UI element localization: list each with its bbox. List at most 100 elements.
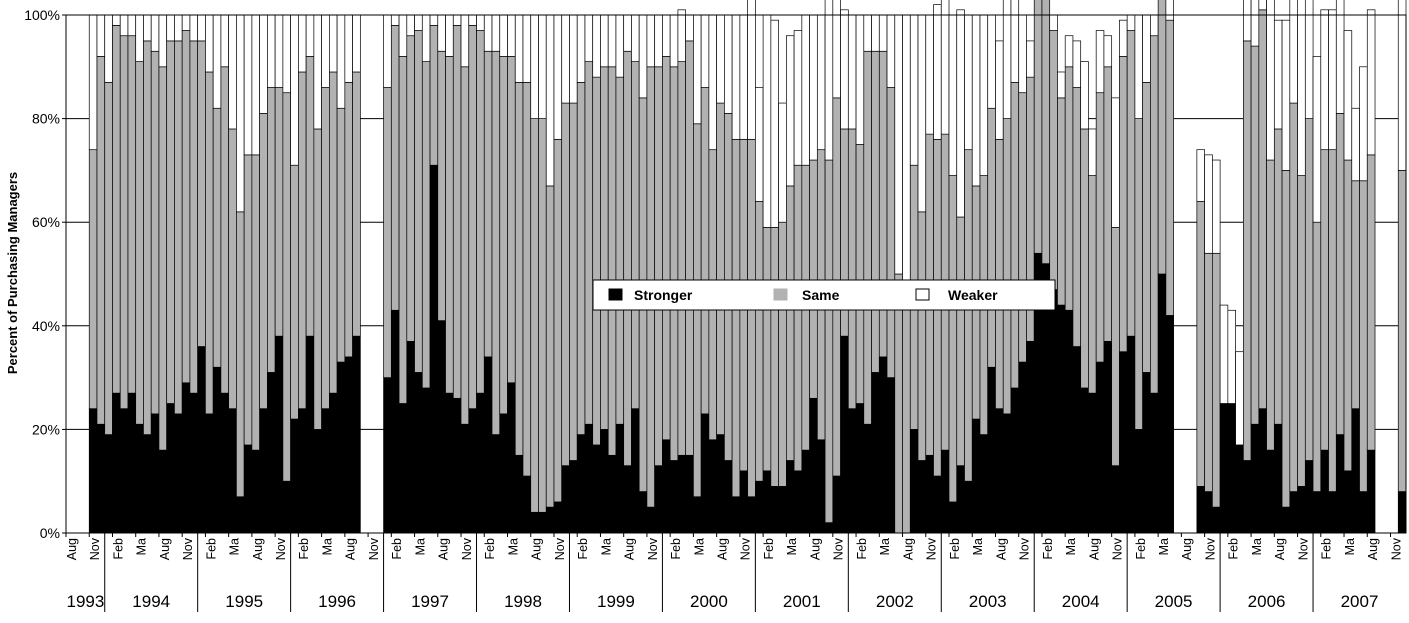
month-tick-label: Aug xyxy=(530,538,544,560)
bar-segment-weaker xyxy=(499,14,508,57)
bar-segment-weaker xyxy=(964,14,973,151)
bar-segment-weaker xyxy=(514,14,524,83)
bar-segment-same xyxy=(948,175,958,503)
bar-segment-stronger xyxy=(987,366,996,534)
bar-segment-weaker xyxy=(1126,14,1136,31)
bar-segment-stronger xyxy=(468,408,477,534)
bar-segment-weaker xyxy=(476,14,485,31)
bar-segment-weaker xyxy=(1165,0,1174,21)
month-tick-label: Nov xyxy=(925,537,939,560)
bar-segment-same xyxy=(700,87,710,415)
bar-segment-stronger xyxy=(483,356,493,534)
bar-segment-stronger xyxy=(437,320,446,534)
bar-segment-same xyxy=(770,227,779,487)
bar-segment-stronger xyxy=(336,361,346,534)
bar-segment-same xyxy=(112,25,121,394)
month-tick-label: Feb xyxy=(390,538,404,560)
bar-segment-stronger xyxy=(1351,408,1360,534)
month-tick-label: Feb xyxy=(669,538,683,560)
bar-segment-weaker xyxy=(104,14,113,83)
month-tick-label: Ma xyxy=(1343,538,1357,555)
bar-segment-stronger xyxy=(96,423,106,534)
bar-segment-same xyxy=(398,56,408,404)
bar-segment-same xyxy=(1266,159,1275,451)
bar-segment-stronger xyxy=(576,434,586,534)
bar-segment-weaker xyxy=(1227,309,1236,404)
month-tick-label: Aug xyxy=(1273,538,1287,560)
bar-segment-stronger xyxy=(476,392,485,534)
bar-segment-stronger xyxy=(1157,273,1167,534)
bar-segment-same xyxy=(452,25,462,399)
bar-segment-stronger xyxy=(700,413,710,534)
bar-segment-weaker xyxy=(917,14,927,213)
bar-segment-weaker xyxy=(298,14,307,73)
bar-segment-same xyxy=(576,81,586,435)
bar-segment-same xyxy=(305,56,315,337)
bar-segment-weaker xyxy=(1281,19,1291,171)
bar-segment-weaker xyxy=(638,14,648,99)
bar-segment-same xyxy=(1343,159,1353,472)
bar-segment-weaker xyxy=(321,14,330,88)
bar-segment-stronger xyxy=(112,392,121,534)
bar-segment-same xyxy=(150,50,160,415)
bar-segment-same xyxy=(1281,170,1291,508)
axis-labels: 0% 20% 40% 60% 80% 100% Aug Nov Feb Ma Aug Nov Feb Ma… xyxy=(24,7,1403,611)
bar-segment-same xyxy=(1258,9,1267,410)
bar-segment-stronger xyxy=(878,356,888,534)
bar-segment-weaker xyxy=(437,14,446,52)
bar-segment-stronger xyxy=(569,460,578,534)
bar-segment-weaker xyxy=(1266,0,1275,161)
bar-segment-stronger xyxy=(1242,460,1252,534)
bar-segment-weaker xyxy=(940,0,950,135)
y-tick-label: 0% xyxy=(40,525,60,541)
bar-segment-stronger xyxy=(925,454,934,534)
bar-segment-weaker xyxy=(220,14,230,68)
bar-segment-stronger xyxy=(1212,506,1221,534)
bar-segment-stronger xyxy=(251,449,260,534)
bar-segment-stronger xyxy=(971,418,981,534)
y-tick-label: 20% xyxy=(32,421,60,437)
bar-segment-weaker xyxy=(1366,9,1376,156)
month-tick-label: Aug xyxy=(1180,538,1194,560)
bar-segment-same xyxy=(1366,154,1376,451)
bar-segment-weaker xyxy=(344,14,353,83)
bar-segment-stronger xyxy=(801,449,810,534)
bar-segment-stronger xyxy=(1057,304,1066,534)
bar-segment-stronger xyxy=(398,403,408,534)
bar-segment-stronger xyxy=(1335,434,1345,534)
bar-segment-weaker xyxy=(1219,304,1229,404)
bar-segment-same xyxy=(878,50,888,358)
bar-segment-same xyxy=(282,92,291,482)
bar-segment-weaker xyxy=(847,14,857,130)
bar-segment-stronger xyxy=(406,340,415,534)
bar-segment-same xyxy=(677,61,687,456)
year-label: 2003 xyxy=(969,592,1007,611)
bar-segment-weaker xyxy=(205,14,214,73)
bar-segment-same xyxy=(499,56,508,415)
bar-segment-weaker xyxy=(1312,56,1322,223)
year-label: 1998 xyxy=(504,592,542,611)
bar-segment-same xyxy=(251,154,260,451)
bar-segment-same xyxy=(538,118,547,513)
bar-segment-stronger xyxy=(1119,351,1128,534)
bar-segment-weaker xyxy=(212,14,222,109)
bar-segment-same xyxy=(1397,170,1407,492)
bar-segment-same xyxy=(491,50,501,435)
bar-segment-weaker xyxy=(1359,66,1368,182)
bar-segment-same xyxy=(329,71,338,394)
month-tick-label: Nov xyxy=(1203,537,1217,560)
bar-segment-stronger xyxy=(1095,361,1105,534)
bar-segment-same xyxy=(561,102,570,467)
bar-segment-weaker xyxy=(592,14,601,78)
bar-segment-same xyxy=(1134,118,1144,430)
bar-segment-weaker xyxy=(855,14,865,145)
bar-segment-same xyxy=(1320,149,1329,451)
bar-segment-same xyxy=(600,66,609,430)
bar-segment-stronger xyxy=(1165,315,1174,534)
bar-segment-stronger xyxy=(1142,372,1151,534)
bar-segment-stronger xyxy=(1026,340,1035,534)
month-tick-label: Feb xyxy=(762,538,776,560)
year-label: 2002 xyxy=(876,592,914,611)
bar-segment-weaker xyxy=(778,102,787,223)
